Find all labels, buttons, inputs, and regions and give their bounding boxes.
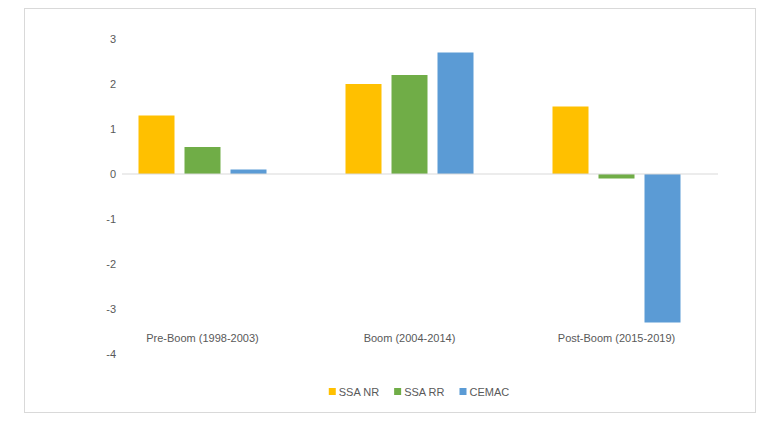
y-tick-label: 2 <box>110 78 116 90</box>
bar <box>645 174 681 323</box>
chart-svg: -4 -3 -2 -1 0 1 2 3 Pre-Boom (1998-2003) Boom (20… <box>0 0 780 439</box>
bar <box>139 116 175 175</box>
x-tick-label: Boom (2004-2014) <box>364 332 456 344</box>
bar <box>553 107 589 175</box>
y-tick-label: -1 <box>106 213 116 225</box>
bar <box>392 75 428 174</box>
y-tick-label: 1 <box>110 123 116 135</box>
y-tick-label: 0 <box>110 168 116 180</box>
y-tick-label: -3 <box>106 303 116 315</box>
bar <box>346 84 382 174</box>
legend: SSA NR SSA RR CEMAC <box>329 386 509 398</box>
legend-swatch <box>459 388 466 395</box>
x-tick-label: Pre-Boom (1998-2003) <box>146 332 259 344</box>
y-tick-label: -4 <box>106 348 116 360</box>
y-tick-label: 3 <box>110 33 116 45</box>
category-axis-line <box>122 174 718 175</box>
legend-label: CEMAC <box>469 386 509 398</box>
legend-swatch <box>329 388 336 395</box>
legend-swatch <box>394 388 401 395</box>
y-tick-label: -2 <box>106 258 116 270</box>
bar <box>599 174 635 179</box>
bar <box>185 147 221 174</box>
x-tick-label: Post-Boom (2015-2019) <box>558 332 675 344</box>
legend-label: SSA RR <box>404 386 444 398</box>
bar <box>231 170 267 175</box>
legend-label: SSA NR <box>339 386 379 398</box>
chart-frame <box>25 9 756 413</box>
bar <box>438 53 474 175</box>
chart-container: -4 -3 -2 -1 0 1 2 3 Pre-Boom (1998-2003) Boom (20… <box>0 0 780 439</box>
bars <box>139 53 681 323</box>
